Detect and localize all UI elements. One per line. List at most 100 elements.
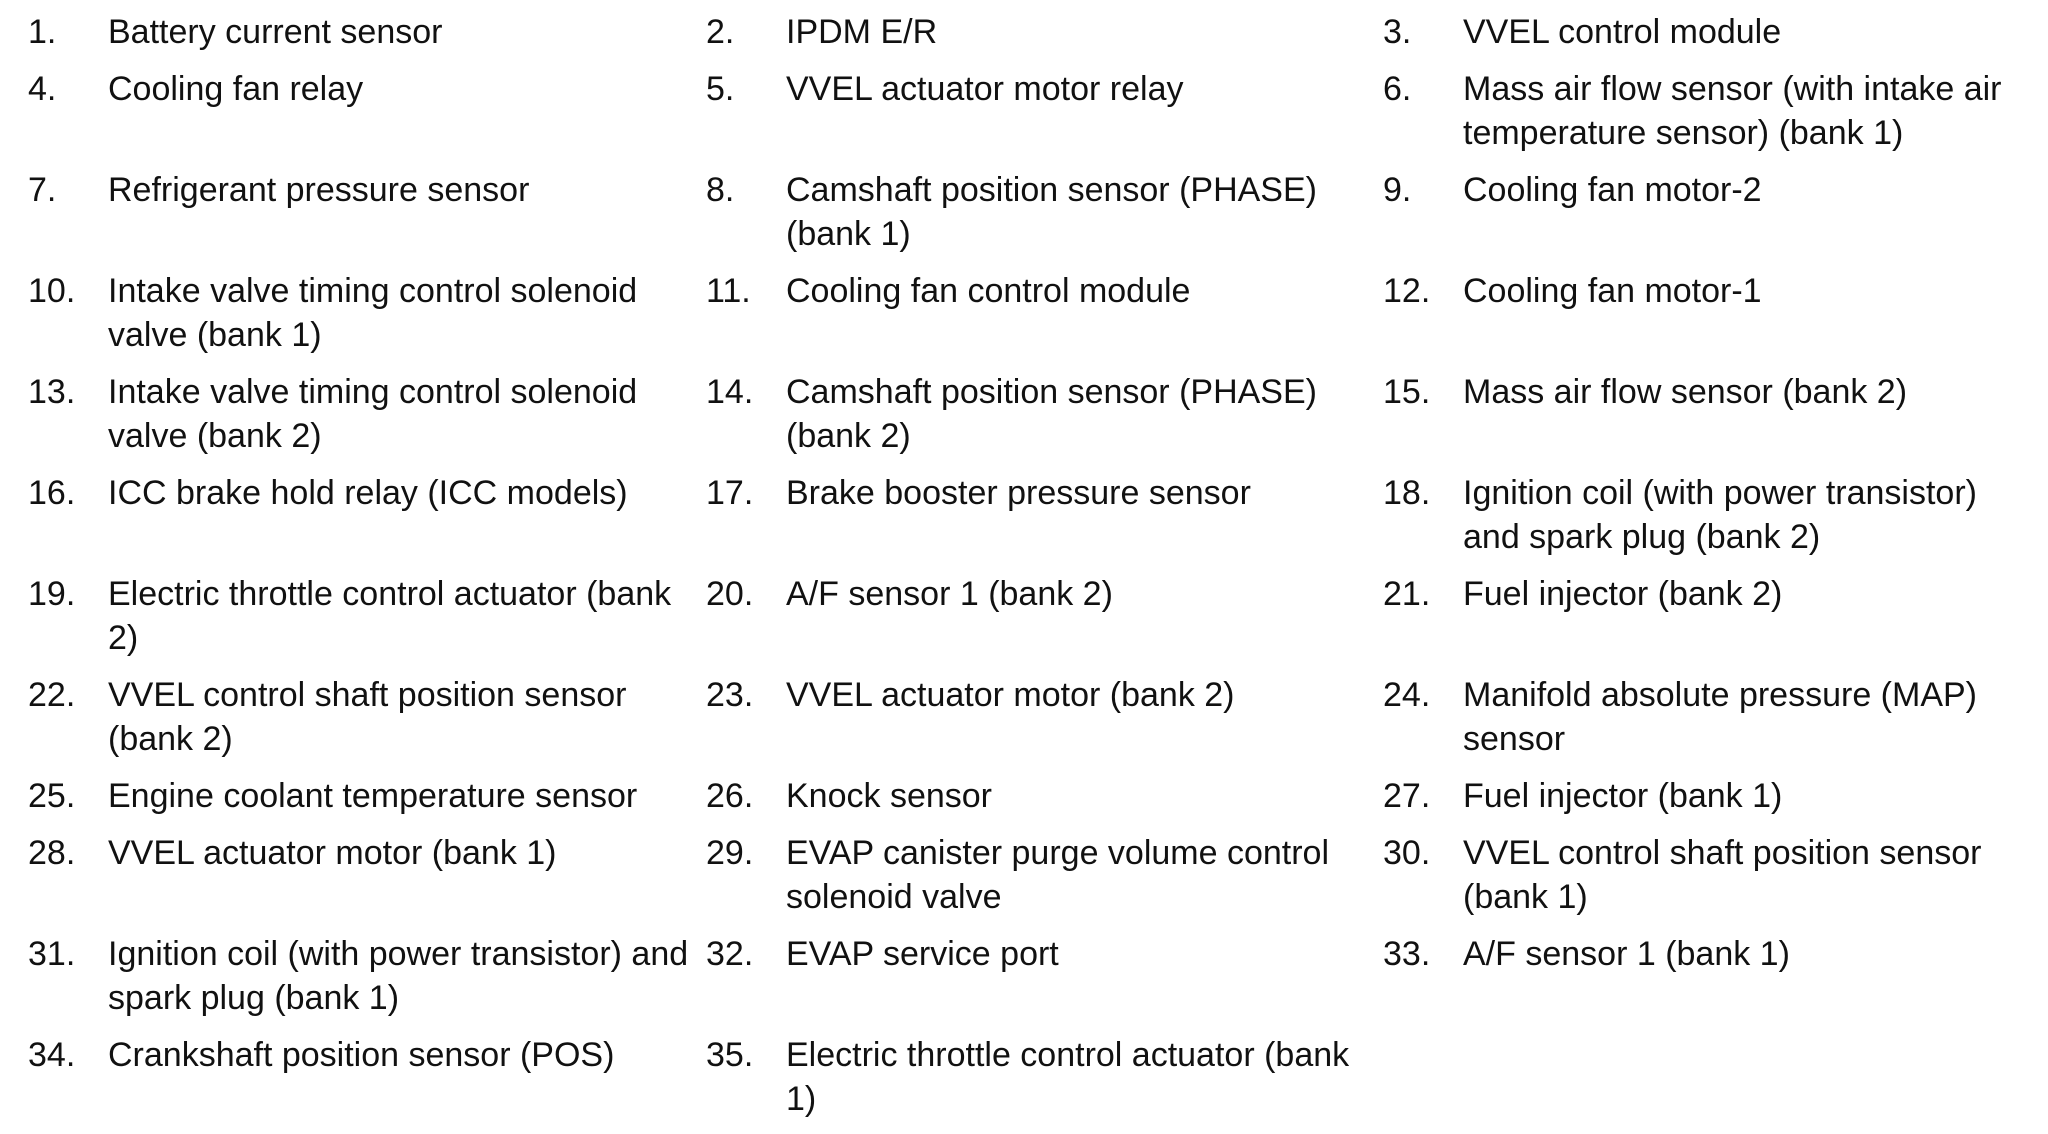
legend-item-number: 20. [706, 575, 754, 613]
legend-item-label: A/F sensor 1 (bank 1) [1463, 935, 1790, 973]
legend-item-number: 16. [28, 474, 76, 512]
legend-item: 32. EVAP service port [706, 932, 1383, 1020]
legend-item: 25. Engine coolant temperature sensor [28, 774, 706, 818]
legend-item-number: 35. [706, 1036, 754, 1074]
legend-item-number: 2. [706, 13, 735, 51]
legend-item-number: 8. [706, 171, 735, 209]
legend-item-label: VVEL control shaft position sensor (bank… [1463, 834, 1982, 916]
legend-item-label: Ignition coil (with power transistor) an… [108, 935, 689, 1017]
legend-item: 9. Cooling fan motor-2 [1383, 168, 2038, 256]
legend-item: 17. Brake booster pressure sensor [706, 471, 1383, 559]
legend-item: 28. VVEL actuator motor (bank 1) [28, 831, 706, 919]
legend-item: 12. Cooling fan motor-1 [1383, 269, 2038, 357]
legend-item-label: Cooling fan relay [108, 70, 364, 108]
legend-item: 23. VVEL actuator motor (bank 2) [706, 673, 1383, 761]
legend-item-label: VVEL control module [1463, 13, 1782, 51]
legend-item: 15. Mass air flow sensor (bank 2) [1383, 370, 2038, 458]
legend-item-number: 21. [1383, 575, 1431, 613]
legend-item-label: Camshaft position sensor (PHASE) (bank 1… [786, 171, 1317, 253]
legend-item: 5. VVEL actuator motor relay [706, 67, 1383, 155]
legend-item: 29. EVAP canister purge volume control so… [706, 831, 1383, 919]
legend-item-number: 3. [1383, 13, 1412, 51]
legend-item-number: 18. [1383, 474, 1431, 512]
legend-item-number: 23. [706, 676, 754, 714]
legend-item-number: 11. [706, 272, 751, 310]
legend-item-label: Camshaft position sensor (PHASE) (bank 2… [786, 373, 1317, 455]
legend-item: 22. VVEL control shaft position sensor (b… [28, 673, 706, 761]
legend-item: 31. Ignition coil (with power transistor)… [28, 932, 706, 1020]
legend-item-label: Cooling fan control module [786, 272, 1191, 310]
legend-item-number: 24. [1383, 676, 1431, 714]
legend-item: 30. VVEL control shaft position sensor (b… [1383, 831, 2038, 919]
legend-item: 33. A/F sensor 1 (bank 1) [1383, 932, 2038, 1020]
legend-item-label: Intake valve timing control solenoid val… [108, 373, 638, 455]
legend-item-number: 34. [28, 1036, 76, 1074]
legend-item: 8. Camshaft position sensor (PHASE) (bank… [706, 168, 1383, 256]
legend-item: 3. VVEL control module [1383, 10, 2038, 54]
legend-item-number: 4. [28, 70, 57, 108]
legend-item-number: 28. [28, 834, 76, 872]
legend-item-label: Fuel injector (bank 1) [1463, 777, 1783, 815]
legend-item-number: 22. [28, 676, 76, 714]
legend-item-label: Ignition coil (with power transistor) an… [1463, 474, 1977, 556]
legend-item-number: 29. [706, 834, 754, 872]
legend-item-label: Intake valve timing control solenoid val… [108, 272, 638, 354]
legend-item-label: Cooling fan motor-1 [1463, 272, 1762, 310]
legend-item-label: Brake booster pressure sensor [786, 474, 1251, 512]
legend-item-number: 9. [1383, 171, 1412, 209]
legend-item-number: 12. [1383, 272, 1431, 310]
legend-item-label: Crankshaft position sensor (POS) [108, 1036, 615, 1074]
component-legend: 1. Battery current sensor 2. IPDM E/R 3. VV… [28, 10, 2038, 1134]
legend-item-label: Electric throttle control actuator (bank… [108, 575, 672, 657]
legend-item-label: IPDM E/R [786, 13, 938, 51]
legend-item-number: 7. [28, 171, 57, 209]
legend-item-label: VVEL actuator motor relay [786, 70, 1184, 108]
legend-item: 11. Cooling fan control module [706, 269, 1383, 357]
legend-item-number: 26. [706, 777, 754, 815]
legend-item-label: Engine coolant temperature sensor [108, 777, 638, 815]
legend-item-number: 17. [706, 474, 754, 512]
legend-item-label: Mass air flow sensor (with intake air te… [1463, 70, 2002, 152]
legend-item-label: Fuel injector (bank 2) [1463, 575, 1783, 613]
legend-item: 26. Knock sensor [706, 774, 1383, 818]
legend-item: 18. Ignition coil (with power transistor)… [1383, 471, 2038, 559]
legend-item-label: VVEL actuator motor (bank 1) [108, 834, 557, 872]
legend-item: 21. Fuel injector (bank 2) [1383, 572, 2038, 660]
legend-item-number: 6. [1383, 70, 1412, 108]
legend-item-number: 5. [706, 70, 735, 108]
legend-item-number: 19. [28, 575, 76, 613]
legend-item-number: 33. [1383, 935, 1431, 973]
legend-item-number: 14. [706, 373, 754, 411]
legend-item-label: Battery current sensor [108, 13, 443, 51]
legend-item: 34. Crankshaft position sensor (POS) [28, 1033, 706, 1121]
legend-item-label: Refrigerant pressure sensor [108, 171, 530, 209]
legend-item-number: 31. [28, 935, 76, 973]
legend-item-number: 13. [28, 373, 76, 411]
legend-item-label: VVEL actuator motor (bank 2) [786, 676, 1235, 714]
legend-item-label: Electric throttle control actuator (bank… [786, 1036, 1350, 1118]
legend-item: 19. Electric throttle control actuator (b… [28, 572, 706, 660]
legend-item-label: EVAP service port [786, 935, 1059, 973]
legend-item-number: 27. [1383, 777, 1431, 815]
legend-item: 20. A/F sensor 1 (bank 2) [706, 572, 1383, 660]
legend-item-label: Manifold absolute pressure (MAP) sensor [1463, 676, 1978, 758]
legend-item: 24. Manifold absolute pressure (MAP) sens… [1383, 673, 2038, 761]
legend-item-label: Knock sensor [786, 777, 992, 815]
legend-item: 7. Refrigerant pressure sensor [28, 168, 706, 256]
legend-item-label: Cooling fan motor-2 [1463, 171, 1762, 209]
legend-item: 35. Electric throttle control actuator (b… [706, 1033, 1383, 1121]
legend-item-label: EVAP canister purge volume control solen… [786, 834, 1330, 916]
legend-item: 13. Intake valve timing control solenoid … [28, 370, 706, 458]
legend-item: 16. ICC brake hold relay (ICC models) [28, 471, 706, 559]
legend-item-number: 1. [28, 13, 57, 51]
legend-item: 2. IPDM E/R [706, 10, 1383, 54]
legend-item: 6. Mass air flow sensor (with intake air … [1383, 67, 2038, 155]
legend-item: 27. Fuel injector (bank 1) [1383, 774, 2038, 818]
legend-item-number: 30. [1383, 834, 1431, 872]
legend-item-label: Mass air flow sensor (bank 2) [1463, 373, 1908, 411]
legend-item-number: 25. [28, 777, 76, 815]
legend-item-label: ICC brake hold relay (ICC models) [108, 474, 628, 512]
legend-item: 10. Intake valve timing control solenoid … [28, 269, 706, 357]
legend-item-label: VVEL control shaft position sensor (bank… [108, 676, 627, 758]
legend-item-number: 10. [28, 272, 76, 310]
